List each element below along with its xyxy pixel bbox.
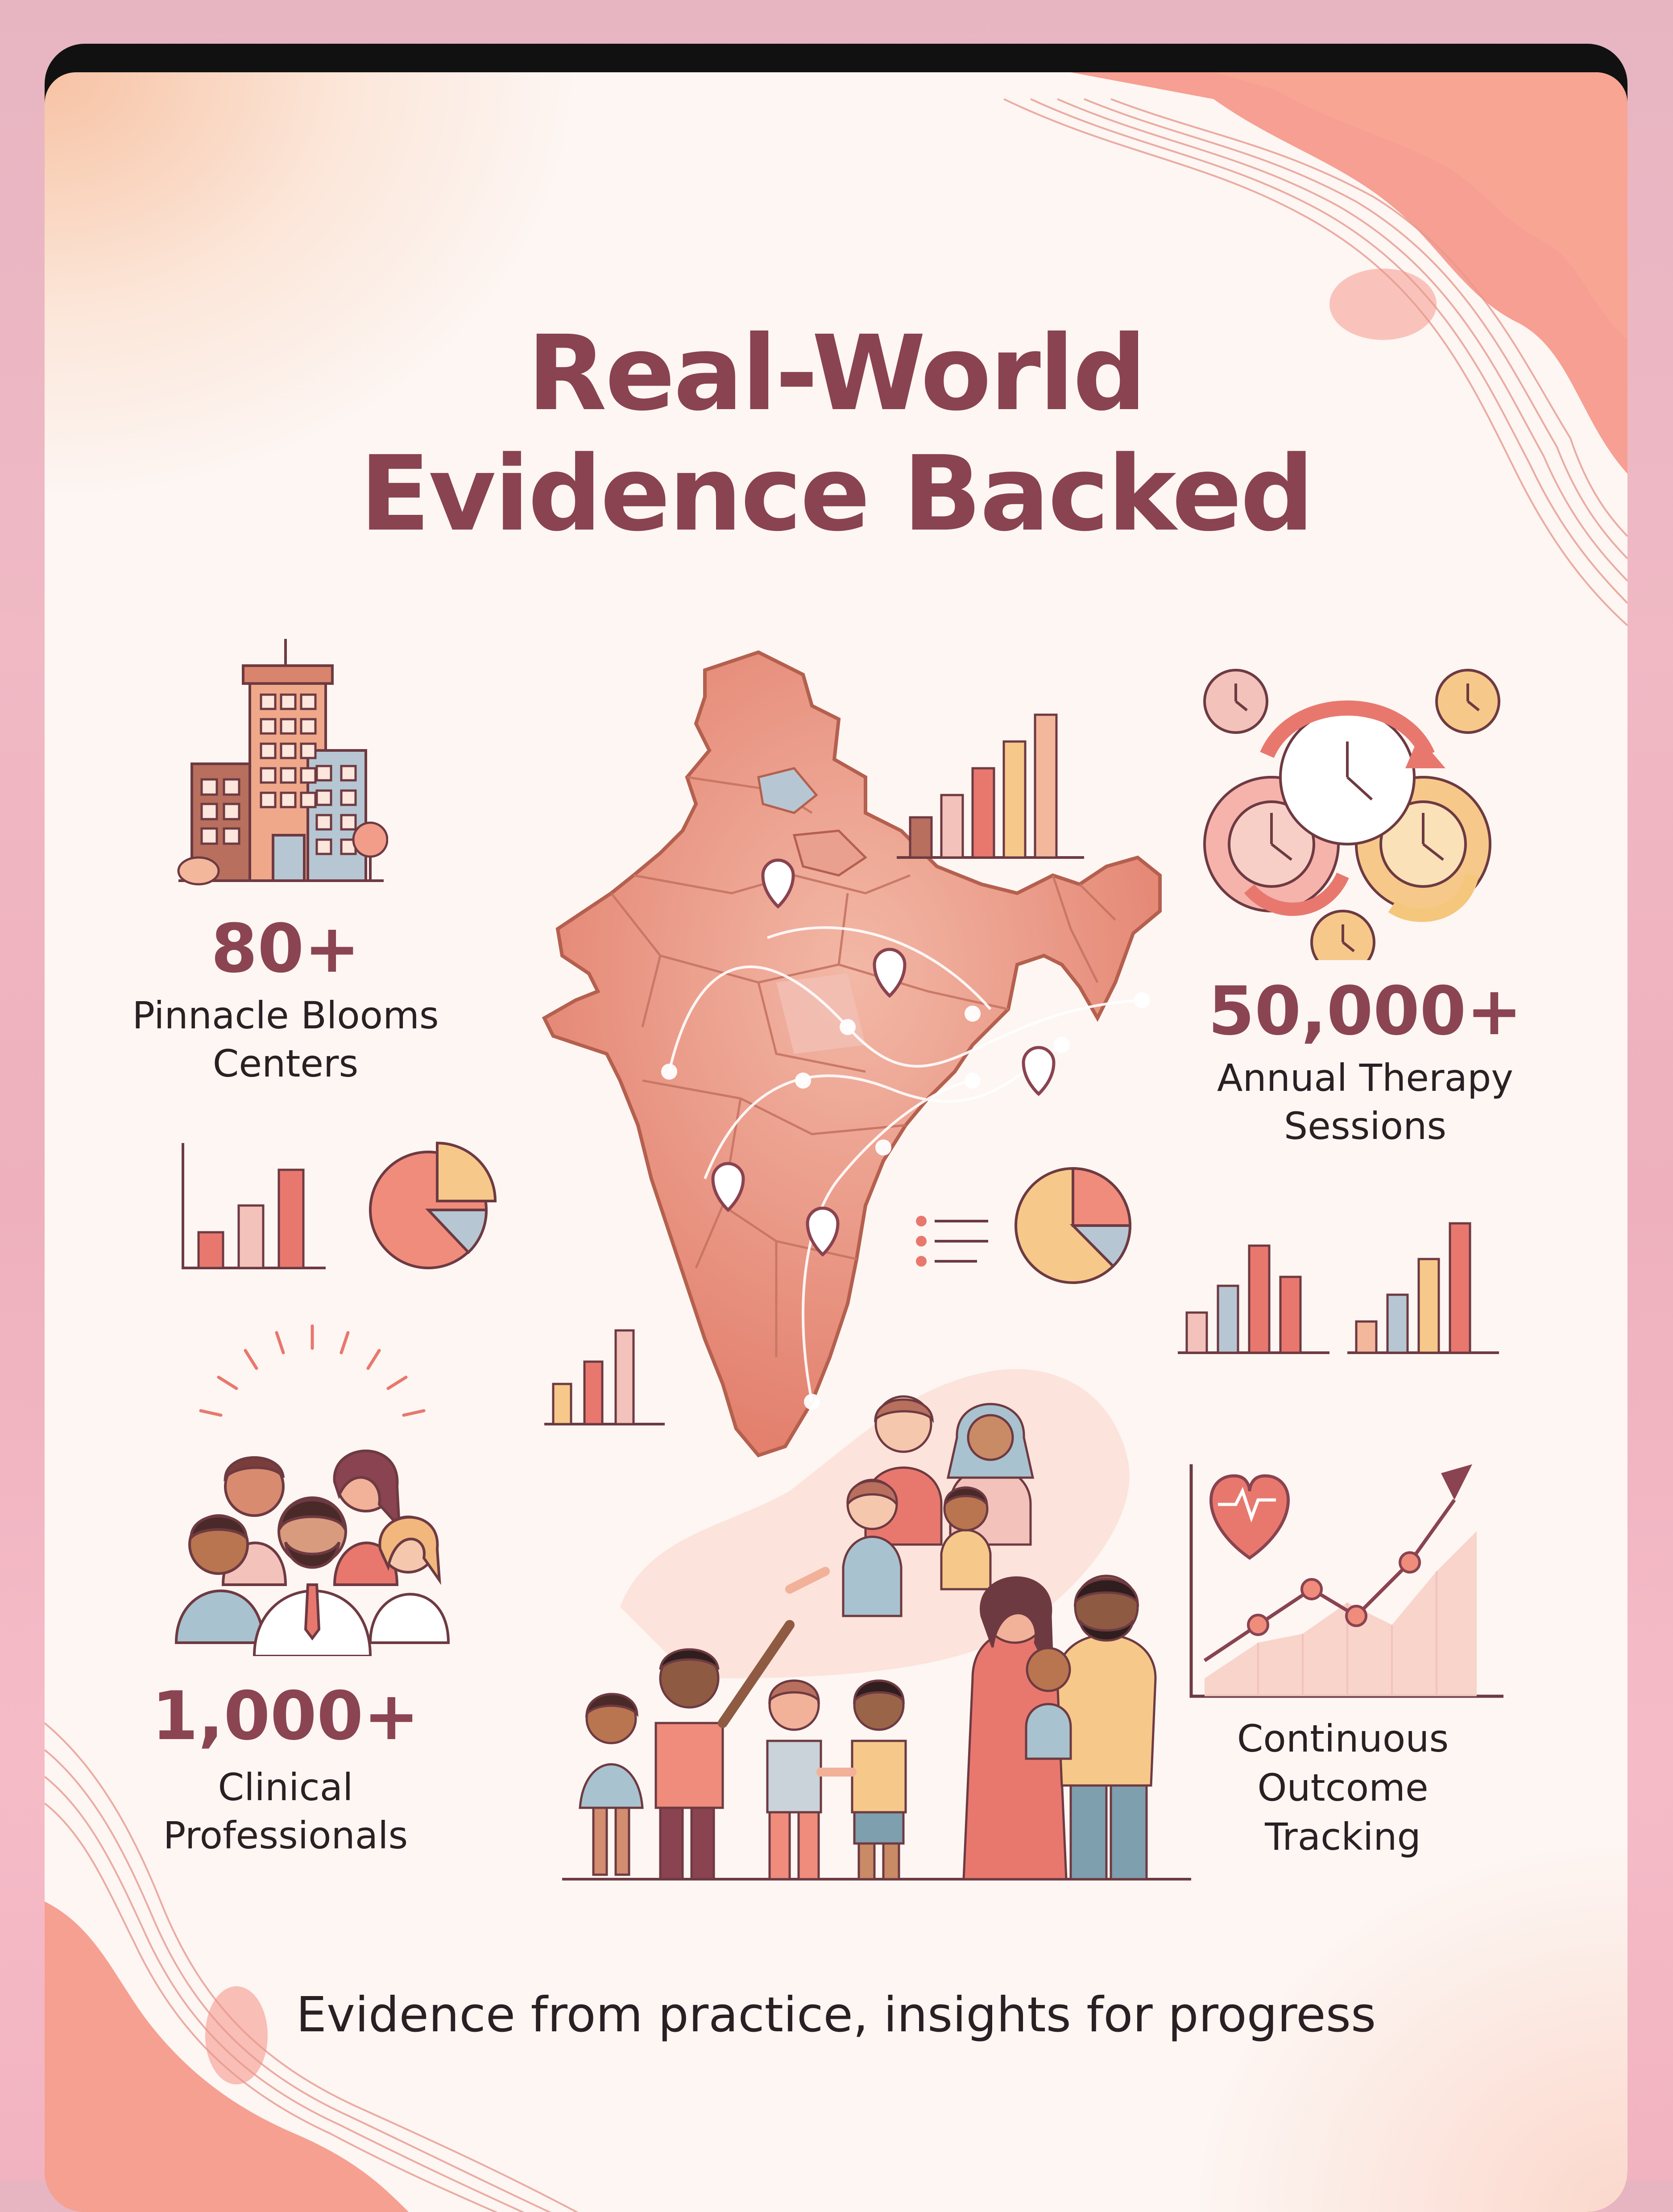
stat-sessions-value: 50,000+: [1208, 973, 1523, 1050]
bar-chart-icon: [544, 1329, 665, 1425]
stat-tracking-label-line-2: Outcome: [1257, 1766, 1429, 1810]
buildings-icon: [177, 639, 388, 886]
stat-tracking-label-line-1: Continuous: [1237, 1717, 1449, 1760]
stat-professionals-label-line-2: Professionals: [163, 1814, 408, 1857]
cycle-clocks-icon: [1203, 669, 1500, 960]
tagline: Evidence from practice, insights for pro…: [296, 1987, 1376, 2043]
stat-sessions-label-line-2: Sessions: [1284, 1104, 1447, 1148]
families-icon: [562, 1369, 1191, 1881]
bar-chart-icon: [897, 713, 1084, 859]
stat-tracking-label: Continuous Outcome Tracking: [1178, 1714, 1508, 1861]
pie-chart-icon: [369, 1141, 497, 1269]
stat-professionals-label-line-1: Clinical: [218, 1765, 353, 1809]
india-map-icon: [542, 650, 1162, 1458]
stat-sessions-label-line-1: Annual Therapy: [1217, 1056, 1513, 1100]
stat-tracking-label-line-3: Tracking: [1265, 1815, 1421, 1859]
bar-chart-icon: [182, 1143, 326, 1269]
stat-professionals-value: 1,000+: [151, 1678, 420, 1755]
stat-centers-label-line-1: Pinnacle Blooms: [132, 994, 439, 1037]
stat-centers-label-line-2: Centers: [212, 1042, 359, 1085]
heart-pulse-icon: [1209, 1474, 1290, 1560]
trend-line-chart-icon: [1189, 1464, 1503, 1698]
location-pin-icon: [711, 858, 1056, 1257]
group-professionals-icon: [174, 1324, 450, 1656]
title-line-1: Real-World: [527, 313, 1147, 434]
device-frame: Real-World Evidence Backed: [45, 44, 1627, 2212]
stat-sessions-label: Annual Therapy Sessions: [1169, 1054, 1561, 1150]
list-icon: [916, 1216, 988, 1267]
title-line-2: Evidence Backed: [360, 434, 1314, 554]
stat-centers-label: Pinnacle Blooms Centers: [125, 991, 446, 1088]
page-title: Real-World Evidence Backed: [45, 313, 1627, 554]
infographic-card: Real-World Evidence Backed: [45, 72, 1627, 2212]
pie-chart-icon: [1015, 1167, 1132, 1284]
stat-professionals-label: Clinical Professionals: [116, 1763, 455, 1860]
background-waves: [45, 72, 1627, 2212]
bar-chart-icon: [1178, 1244, 1329, 1354]
bar-chart-icon: [1347, 1222, 1499, 1354]
stat-centers-value: 80+: [211, 910, 360, 988]
